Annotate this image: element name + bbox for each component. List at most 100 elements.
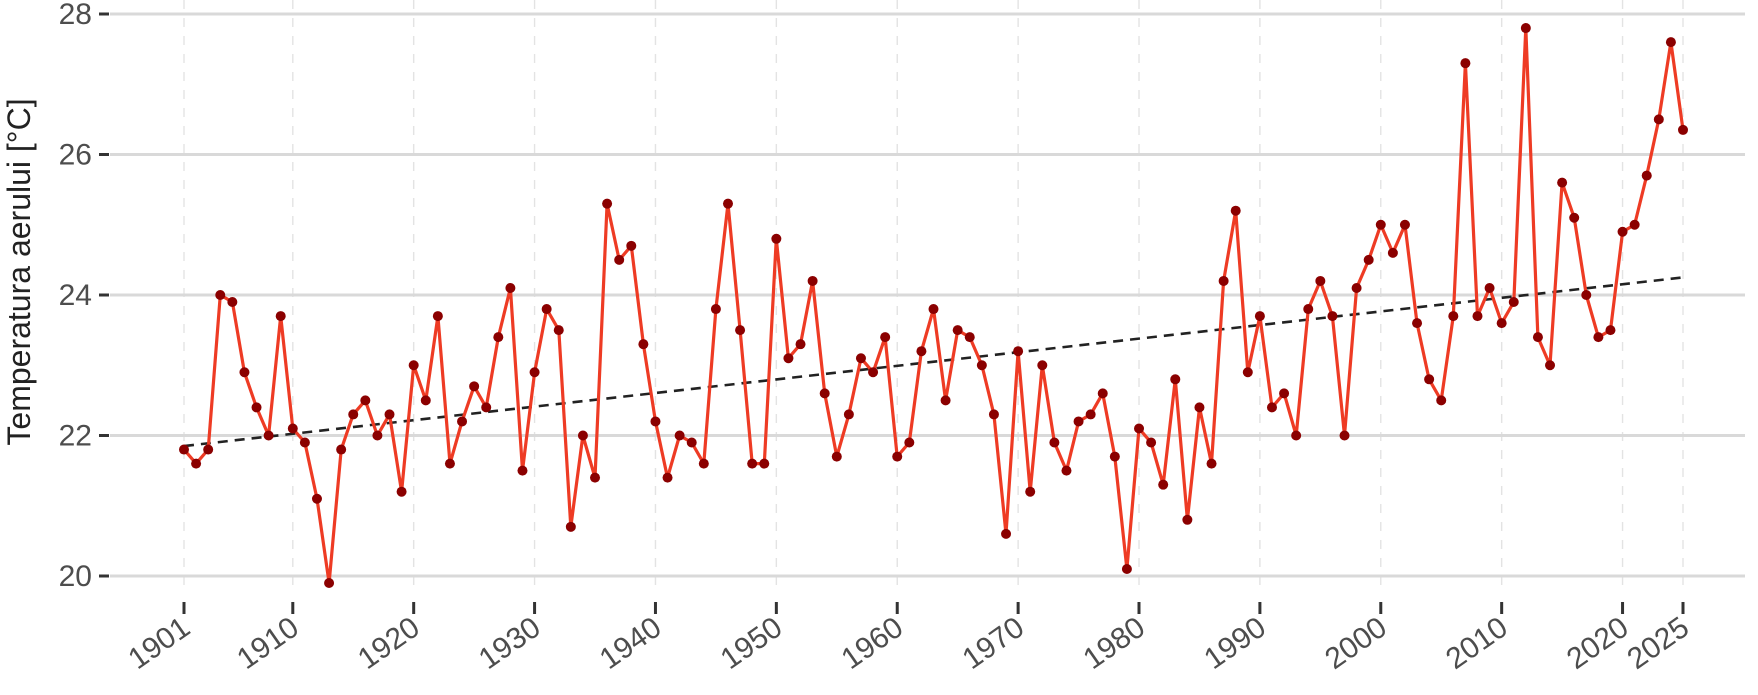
data-point xyxy=(722,198,733,209)
data-point xyxy=(1412,318,1423,329)
data-point xyxy=(251,402,262,413)
data-point xyxy=(1158,479,1169,490)
data-point xyxy=(928,304,939,315)
data-point xyxy=(1134,423,1145,434)
data-point xyxy=(324,578,335,589)
data-point xyxy=(469,381,480,392)
data-point xyxy=(1508,297,1519,308)
data-point xyxy=(1085,409,1096,420)
data-point xyxy=(783,353,794,364)
data-point xyxy=(287,423,298,434)
y-axis-ticks: 20 22 24 26 28 xyxy=(59,0,109,593)
data-point xyxy=(710,304,721,315)
data-point xyxy=(1097,388,1108,399)
data-point xyxy=(892,451,903,462)
data-point xyxy=(1001,528,1012,539)
data-point xyxy=(1569,212,1580,223)
data-point xyxy=(1665,37,1676,48)
x-tick-label: 2025 xyxy=(1621,611,1695,676)
data-point xyxy=(1351,282,1362,293)
data-point xyxy=(1218,275,1229,286)
data-point xyxy=(626,240,637,251)
data-point xyxy=(940,395,951,406)
data-point xyxy=(1254,311,1265,322)
trend-line xyxy=(183,276,1684,448)
data-point xyxy=(1605,325,1616,336)
data-point xyxy=(771,233,782,244)
data-point xyxy=(1375,219,1386,230)
data-point xyxy=(481,402,492,413)
data-point xyxy=(191,458,202,469)
data-point xyxy=(880,332,891,343)
x-tick-label: 1960 xyxy=(836,611,910,676)
data-point xyxy=(1291,430,1302,441)
data-point xyxy=(1593,332,1604,343)
data-point xyxy=(1581,290,1592,300)
x-tick-label: 1910 xyxy=(231,611,305,676)
x-tick-label: 1950 xyxy=(715,611,789,676)
data-point xyxy=(263,430,274,441)
data-point xyxy=(493,332,504,343)
data-point xyxy=(275,311,286,322)
data-point xyxy=(1424,374,1435,385)
data-point xyxy=(1472,311,1483,322)
data-point xyxy=(420,395,431,406)
grid xyxy=(110,0,1745,592)
data-point xyxy=(819,388,830,399)
data-point xyxy=(565,521,576,532)
data-point xyxy=(795,339,806,350)
data-point xyxy=(1339,430,1350,441)
data-point xyxy=(1266,402,1277,413)
data-point xyxy=(1617,226,1628,237)
y-tick-label: 22 xyxy=(59,420,92,453)
data-point xyxy=(1146,437,1157,448)
data-point xyxy=(952,325,963,336)
data-point xyxy=(1109,451,1120,462)
x-tick-label: 2020 xyxy=(1561,611,1635,676)
data-point xyxy=(1242,367,1253,378)
data-point xyxy=(408,360,419,371)
data-point xyxy=(1460,58,1471,69)
data-point xyxy=(541,304,552,315)
data-point xyxy=(396,486,407,497)
data-point xyxy=(577,430,588,441)
data-point xyxy=(1121,563,1132,574)
data-point xyxy=(1170,374,1181,385)
y-tick-label: 28 xyxy=(59,0,92,31)
data-point xyxy=(1206,458,1217,469)
data-point xyxy=(1025,486,1036,497)
x-tick-label: 1920 xyxy=(352,611,426,676)
data-point xyxy=(650,416,661,427)
data-point xyxy=(602,198,613,209)
data-point xyxy=(614,254,625,265)
data-point xyxy=(299,437,310,448)
data-point xyxy=(698,458,709,469)
data-point xyxy=(1448,311,1459,322)
data-point xyxy=(662,472,673,483)
data-point xyxy=(964,332,975,343)
series-points xyxy=(179,23,1688,589)
data-point xyxy=(179,444,189,455)
data-point xyxy=(529,367,540,378)
data-point xyxy=(1182,514,1193,525)
data-point xyxy=(505,282,516,293)
data-point xyxy=(1557,177,1568,188)
x-tick-label: 1901 xyxy=(122,611,196,676)
data-point xyxy=(831,451,842,462)
data-point xyxy=(747,458,758,469)
data-point xyxy=(1303,304,1314,315)
x-tick-label: 1990 xyxy=(1198,611,1272,676)
data-point xyxy=(1061,465,1072,476)
x-axis-ticks: 1901 1910 1920 1930 1940 1950 1960 1970 1980 1990… xyxy=(122,602,1695,676)
x-tick-label: 1930 xyxy=(473,611,547,676)
data-point xyxy=(1436,395,1447,406)
y-tick-label: 26 xyxy=(59,139,92,172)
data-point xyxy=(203,444,214,455)
x-tick-label: 1970 xyxy=(957,611,1031,676)
data-point xyxy=(444,458,455,469)
data-point xyxy=(1678,124,1688,135)
data-point xyxy=(1073,416,1084,427)
data-point xyxy=(1653,114,1664,125)
data-point xyxy=(1532,332,1543,343)
